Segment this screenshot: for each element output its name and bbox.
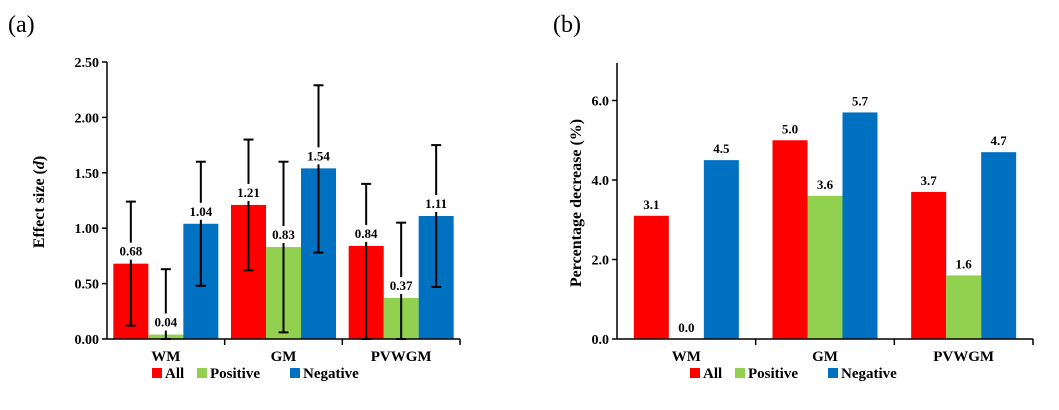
- a-y-tick-label: 2.50: [75, 56, 100, 71]
- b-bar-all: [772, 140, 808, 339]
- b-bar-positive: [807, 195, 843, 339]
- a-y-tick-label: 2.00: [75, 111, 100, 126]
- a-y-tick-label: 1.50: [75, 167, 100, 182]
- a-legend-label-all: All: [165, 366, 184, 382]
- b-data-label: 1.6: [956, 256, 973, 271]
- b-legend-label-negative: Negative: [841, 366, 897, 382]
- a-data-label: 0.83: [272, 227, 295, 242]
- panel-a-y-axis-label: Effect size (d): [31, 156, 48, 248]
- b-data-label: 4.5: [713, 141, 730, 156]
- panel-a-letter: (a): [8, 12, 35, 38]
- b-bar-negative: [842, 112, 878, 339]
- a-data-label: 1.04: [189, 204, 212, 219]
- a-data-label-box: [301, 147, 336, 165]
- b-data-label: 5.0: [782, 121, 798, 136]
- a-data-label: 0.68: [119, 244, 142, 259]
- a-data-label-box: [419, 195, 454, 213]
- b-bar-negative: [703, 160, 739, 339]
- a-category-label: GM: [271, 349, 297, 365]
- b-legend-label-positive: Positive: [748, 366, 798, 382]
- a-data-label-box: [266, 226, 301, 244]
- a-data-label: 0.04: [154, 315, 177, 330]
- b-bar-all: [911, 191, 947, 339]
- a-data-label: 1.21: [237, 185, 260, 200]
- b-category-label: WM: [672, 349, 701, 365]
- b-legend-swatch-negative: [828, 368, 838, 378]
- b-y-tick-label: 4.0: [592, 174, 610, 189]
- b-category-label: GM: [812, 349, 838, 365]
- a-y-tick-label: 1.00: [75, 222, 100, 237]
- b-data-label: 3.1: [643, 197, 659, 212]
- b-data-label: 4.7: [991, 133, 1008, 148]
- b-category-label: PVWGM: [933, 349, 994, 365]
- panel-b: (b) Percentage decrease (%) 0.0 2.0 4.0 6.0…: [553, 12, 1034, 382]
- a-legend-swatch-negative: [290, 368, 300, 378]
- a-data-label-box: [384, 277, 419, 295]
- a-data-label-box: [113, 242, 148, 260]
- b-data-label: 0.0: [678, 320, 694, 335]
- b-y-tick-label: 0.0: [592, 333, 610, 348]
- b-bar-positive: [946, 275, 982, 339]
- a-legend-label-positive: Positive: [210, 366, 260, 382]
- a-data-label-box: [148, 313, 183, 331]
- a-category-label: PVWGM: [371, 349, 432, 365]
- b-legend-label-all: All: [703, 366, 722, 382]
- a-legend-label-negative: Negative: [303, 366, 359, 382]
- a-y-tick-label: 0.00: [75, 333, 100, 348]
- a-data-label: 0.37: [390, 278, 413, 293]
- b-bar-negative: [981, 152, 1017, 339]
- a-category-label: WM: [151, 349, 180, 365]
- a-legend-swatch-all: [152, 368, 162, 378]
- a-y-tick-label: 0.50: [75, 278, 100, 293]
- a-data-label-box: [231, 183, 266, 201]
- a-data-label: 1.11: [425, 196, 447, 211]
- panel-b-letter: (b): [553, 12, 581, 38]
- a-data-label-box: [349, 224, 384, 242]
- a-legend-swatch-positive: [197, 368, 207, 378]
- b-y-tick-label: 2.0: [592, 254, 610, 269]
- b-data-label: 3.6: [817, 177, 834, 192]
- b-data-label: 5.7: [852, 93, 869, 108]
- b-legend-swatch-all: [690, 368, 700, 378]
- panel-a: (a) Effect size (d) 0.00 0.50 1.00 1.50 2.00…: [8, 12, 461, 382]
- a-data-label: 1.54: [307, 148, 330, 163]
- panel-b-y-axis-label: Percentage decrease (%): [568, 119, 585, 287]
- a-data-label-box: [183, 202, 218, 220]
- b-y-tick-label: 6.0: [592, 95, 610, 110]
- a-data-label: 0.84: [355, 226, 378, 241]
- b-data-label: 3.7: [921, 173, 938, 188]
- b-bar-all: [633, 215, 669, 339]
- b-legend-swatch-positive: [735, 368, 745, 378]
